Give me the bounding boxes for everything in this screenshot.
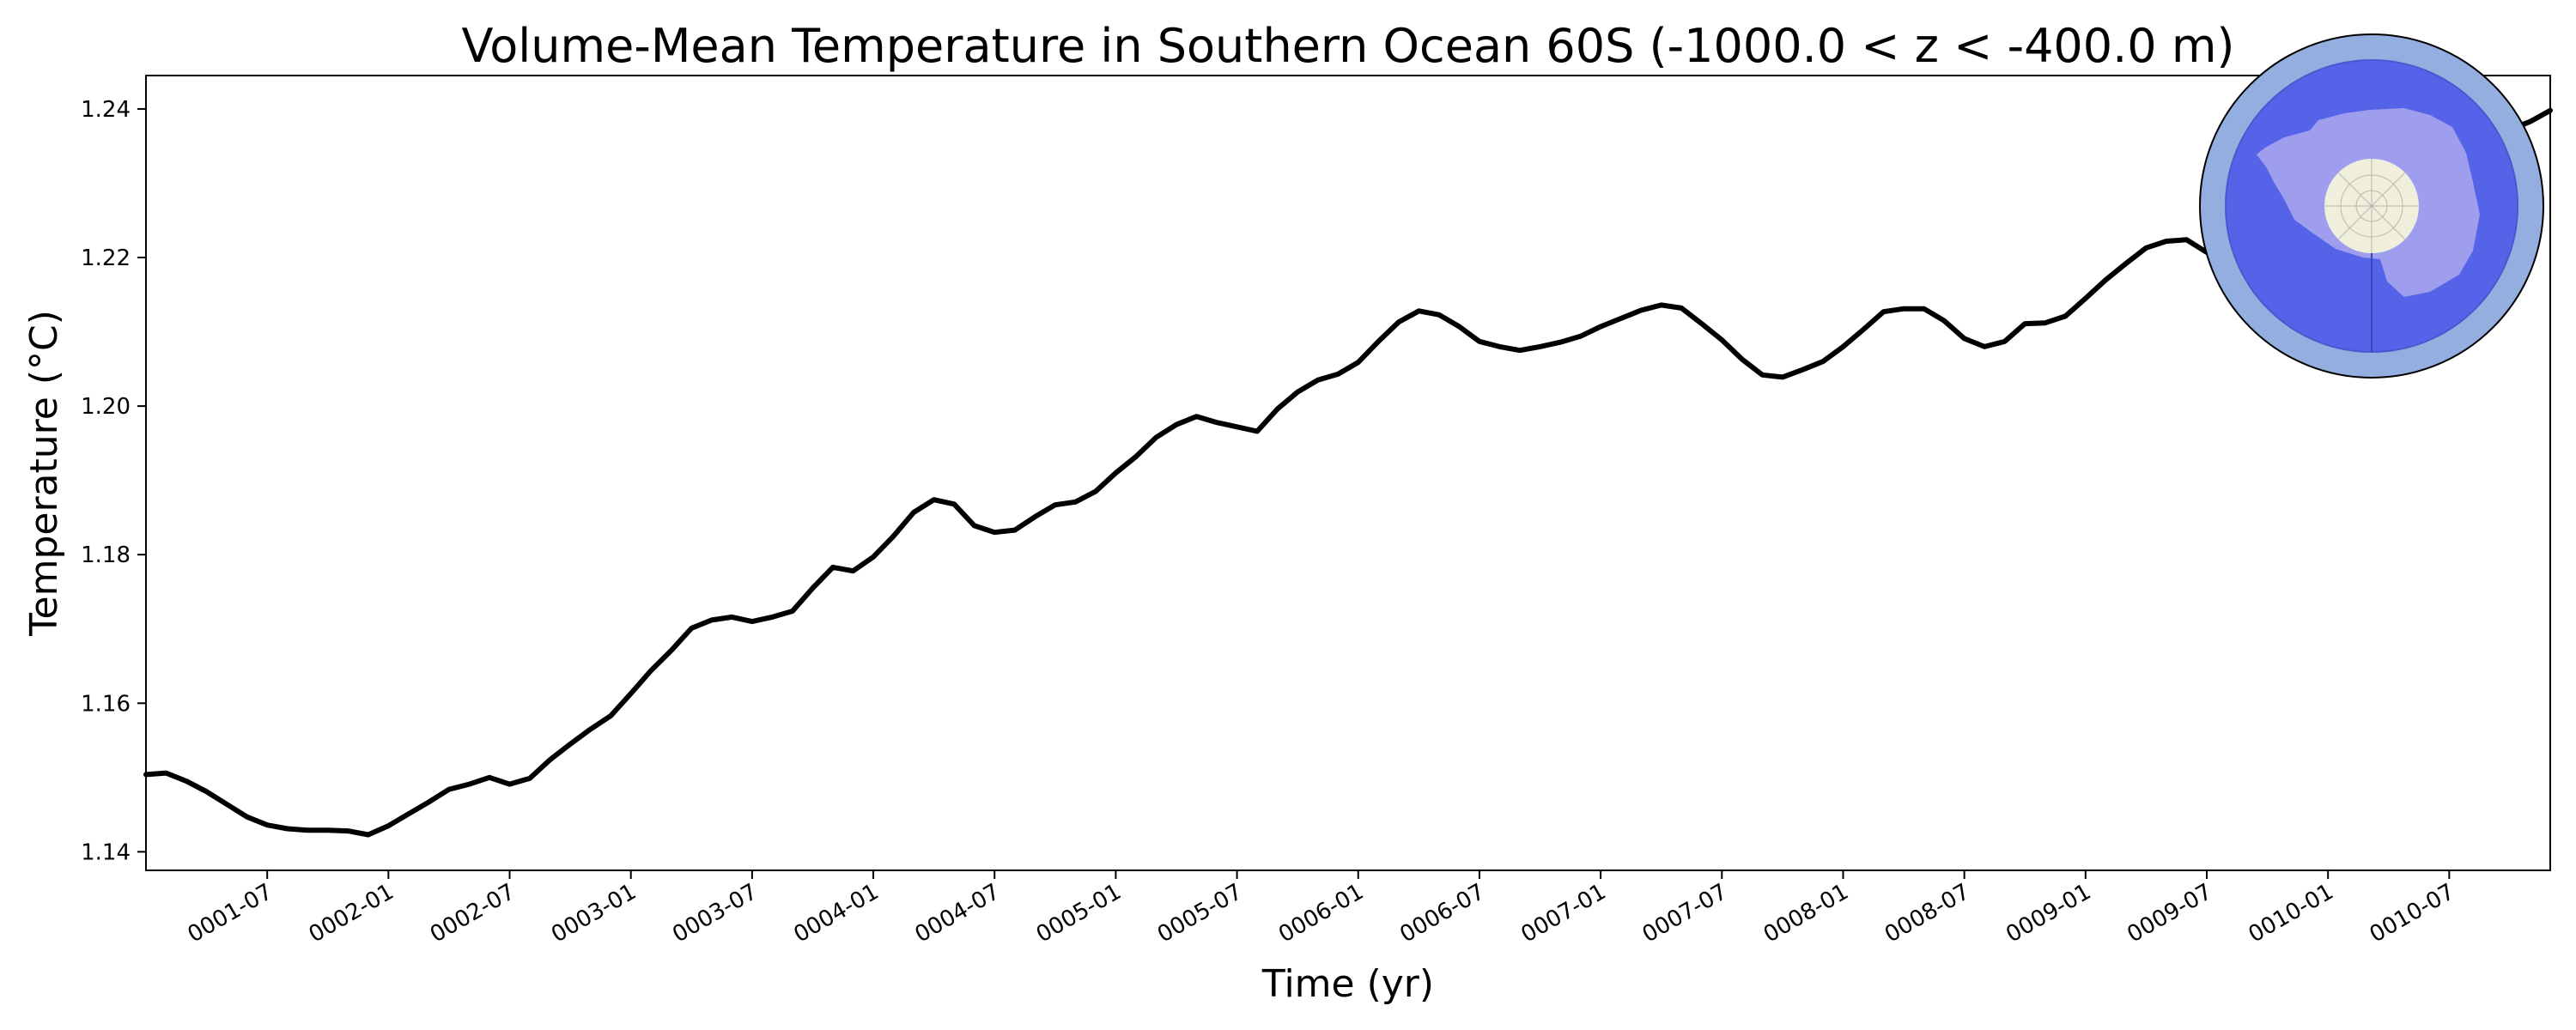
y-tick-label: 1.18 [81,542,131,568]
x-tick-label: 0003-07 [668,879,762,948]
x-tick-label: 0009-01 [2002,879,2095,948]
y-tick-label: 1.22 [81,245,131,271]
x-tick-label: 0004-01 [789,879,883,948]
southern-ocean-inset-map [2199,33,2544,379]
x-tick-label: 0005-01 [1032,879,1126,948]
x-tick-label: 0002-01 [305,879,398,948]
x-tick-label: 0001-07 [184,879,277,948]
y-tick-label: 1.14 [81,839,131,865]
x-axis-label: Time (yr) [1261,962,1434,1006]
x-tick-label: 0007-07 [1638,879,1732,948]
plot-frame [145,75,2551,871]
x-tick-label: 0006-01 [1274,879,1368,948]
series-line-0 [143,107,2553,838]
y-tick-label: 1.20 [81,394,131,420]
x-tick-label: 0008-07 [1880,879,1974,948]
x-axis: 0001-07 0002-01 0002-07 0003-01 0003-07 0004-… [184,870,2459,948]
y-axis: 1.14 1.16 1.18 1.20 1.22 1.24 [81,97,146,865]
chart-title: Volume-Mean Temperature in Southern Ocea… [462,19,2235,73]
y-axis-label: Temperature (°C) [22,310,66,637]
y-tick-label: 1.16 [81,691,131,717]
x-tick-label: 0003-01 [547,879,641,948]
x-tick-label: 0004-07 [911,879,1005,948]
x-tick-label: 0008-01 [1759,879,1853,948]
x-tick-label: 0010-07 [2366,879,2459,948]
series-layer [143,107,2553,838]
x-tick-label: 0002-07 [426,879,519,948]
x-tick-label: 0005-07 [1153,879,1247,948]
x-tick-label: 0007-01 [1517,879,1611,948]
x-tick-label: 0006-07 [1395,879,1489,948]
x-tick-label: 0009-07 [2123,879,2216,948]
y-tick-label: 1.24 [81,97,131,123]
x-tick-label: 0010-01 [2245,879,2338,948]
